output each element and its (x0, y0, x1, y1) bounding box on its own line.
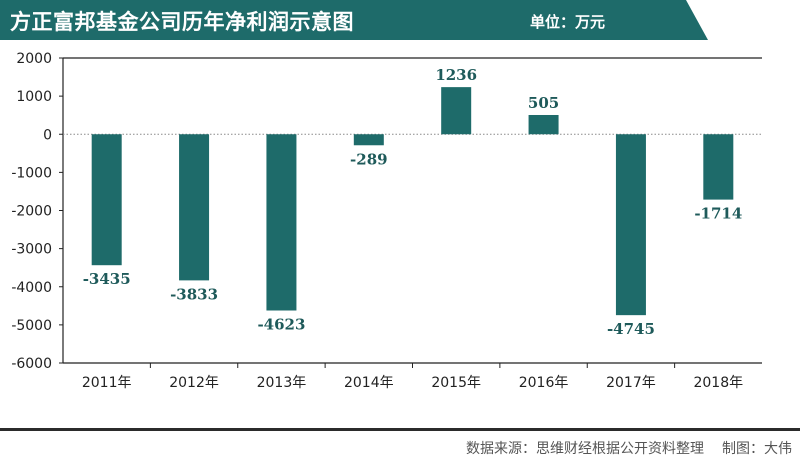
y-tick-label: -4000 (11, 280, 52, 296)
bar-value-label: -289 (350, 150, 388, 168)
chart-title: 方正富邦基金公司历年净利润示意图 (10, 10, 354, 34)
bar (179, 134, 210, 281)
bar (441, 87, 472, 135)
x-tick-label: 2013年 (257, 375, 307, 391)
x-tick-label: 2011年 (82, 375, 132, 391)
x-tick-label: 2015年 (431, 375, 481, 391)
bar (615, 134, 646, 316)
y-tick-label: -1000 (11, 165, 52, 181)
bar-value-label: 1236 (435, 66, 477, 84)
source-note: 数据来源：思维财经根据公开资料整理 (466, 441, 704, 457)
y-tick-label: -5000 (11, 318, 52, 334)
bar-value-label: -3435 (83, 270, 131, 288)
y-tick-label: 0 (43, 127, 52, 143)
bar (266, 134, 297, 311)
bar-value-label: -4745 (607, 320, 655, 338)
bar-value-label: -1714 (694, 205, 742, 223)
bar (703, 134, 734, 200)
bar (528, 114, 559, 135)
credit-note: 制图：大伟 (722, 441, 792, 457)
x-tick-label: 2017年 (606, 375, 656, 391)
footer: 数据来源：思维财经根据公开资料整理 制图：大伟 (466, 438, 792, 458)
x-tick-label: 2018年 (693, 375, 743, 391)
header-banner (0, 0, 708, 40)
bar-value-label: 505 (528, 94, 559, 112)
unit-label: 单位：万元 (530, 13, 606, 31)
bar (353, 134, 384, 146)
bottom-divider (0, 428, 800, 431)
bar-chart: 2000 1000 0 -1000 -2000 -3000 -4000 -5000 -6000 -… (11, 51, 762, 391)
y-tick-label: 1000 (16, 89, 52, 105)
x-tick-label: 2016年 (519, 375, 569, 391)
y-tick-label: -6000 (11, 356, 52, 372)
chart-header: 方正富邦基金公司历年净利润示意图 单位：万元 (0, 0, 800, 40)
y-tick-label: -3000 (11, 242, 52, 258)
bar-value-label: -3833 (170, 285, 218, 303)
y-tick-label: 2000 (16, 51, 52, 67)
bar-value-label: -4623 (257, 316, 305, 334)
bar (91, 134, 122, 266)
y-tick-label: -2000 (11, 204, 52, 220)
x-tick-label: 2012年 (169, 375, 219, 391)
x-tick-label: 2014年 (344, 375, 394, 391)
